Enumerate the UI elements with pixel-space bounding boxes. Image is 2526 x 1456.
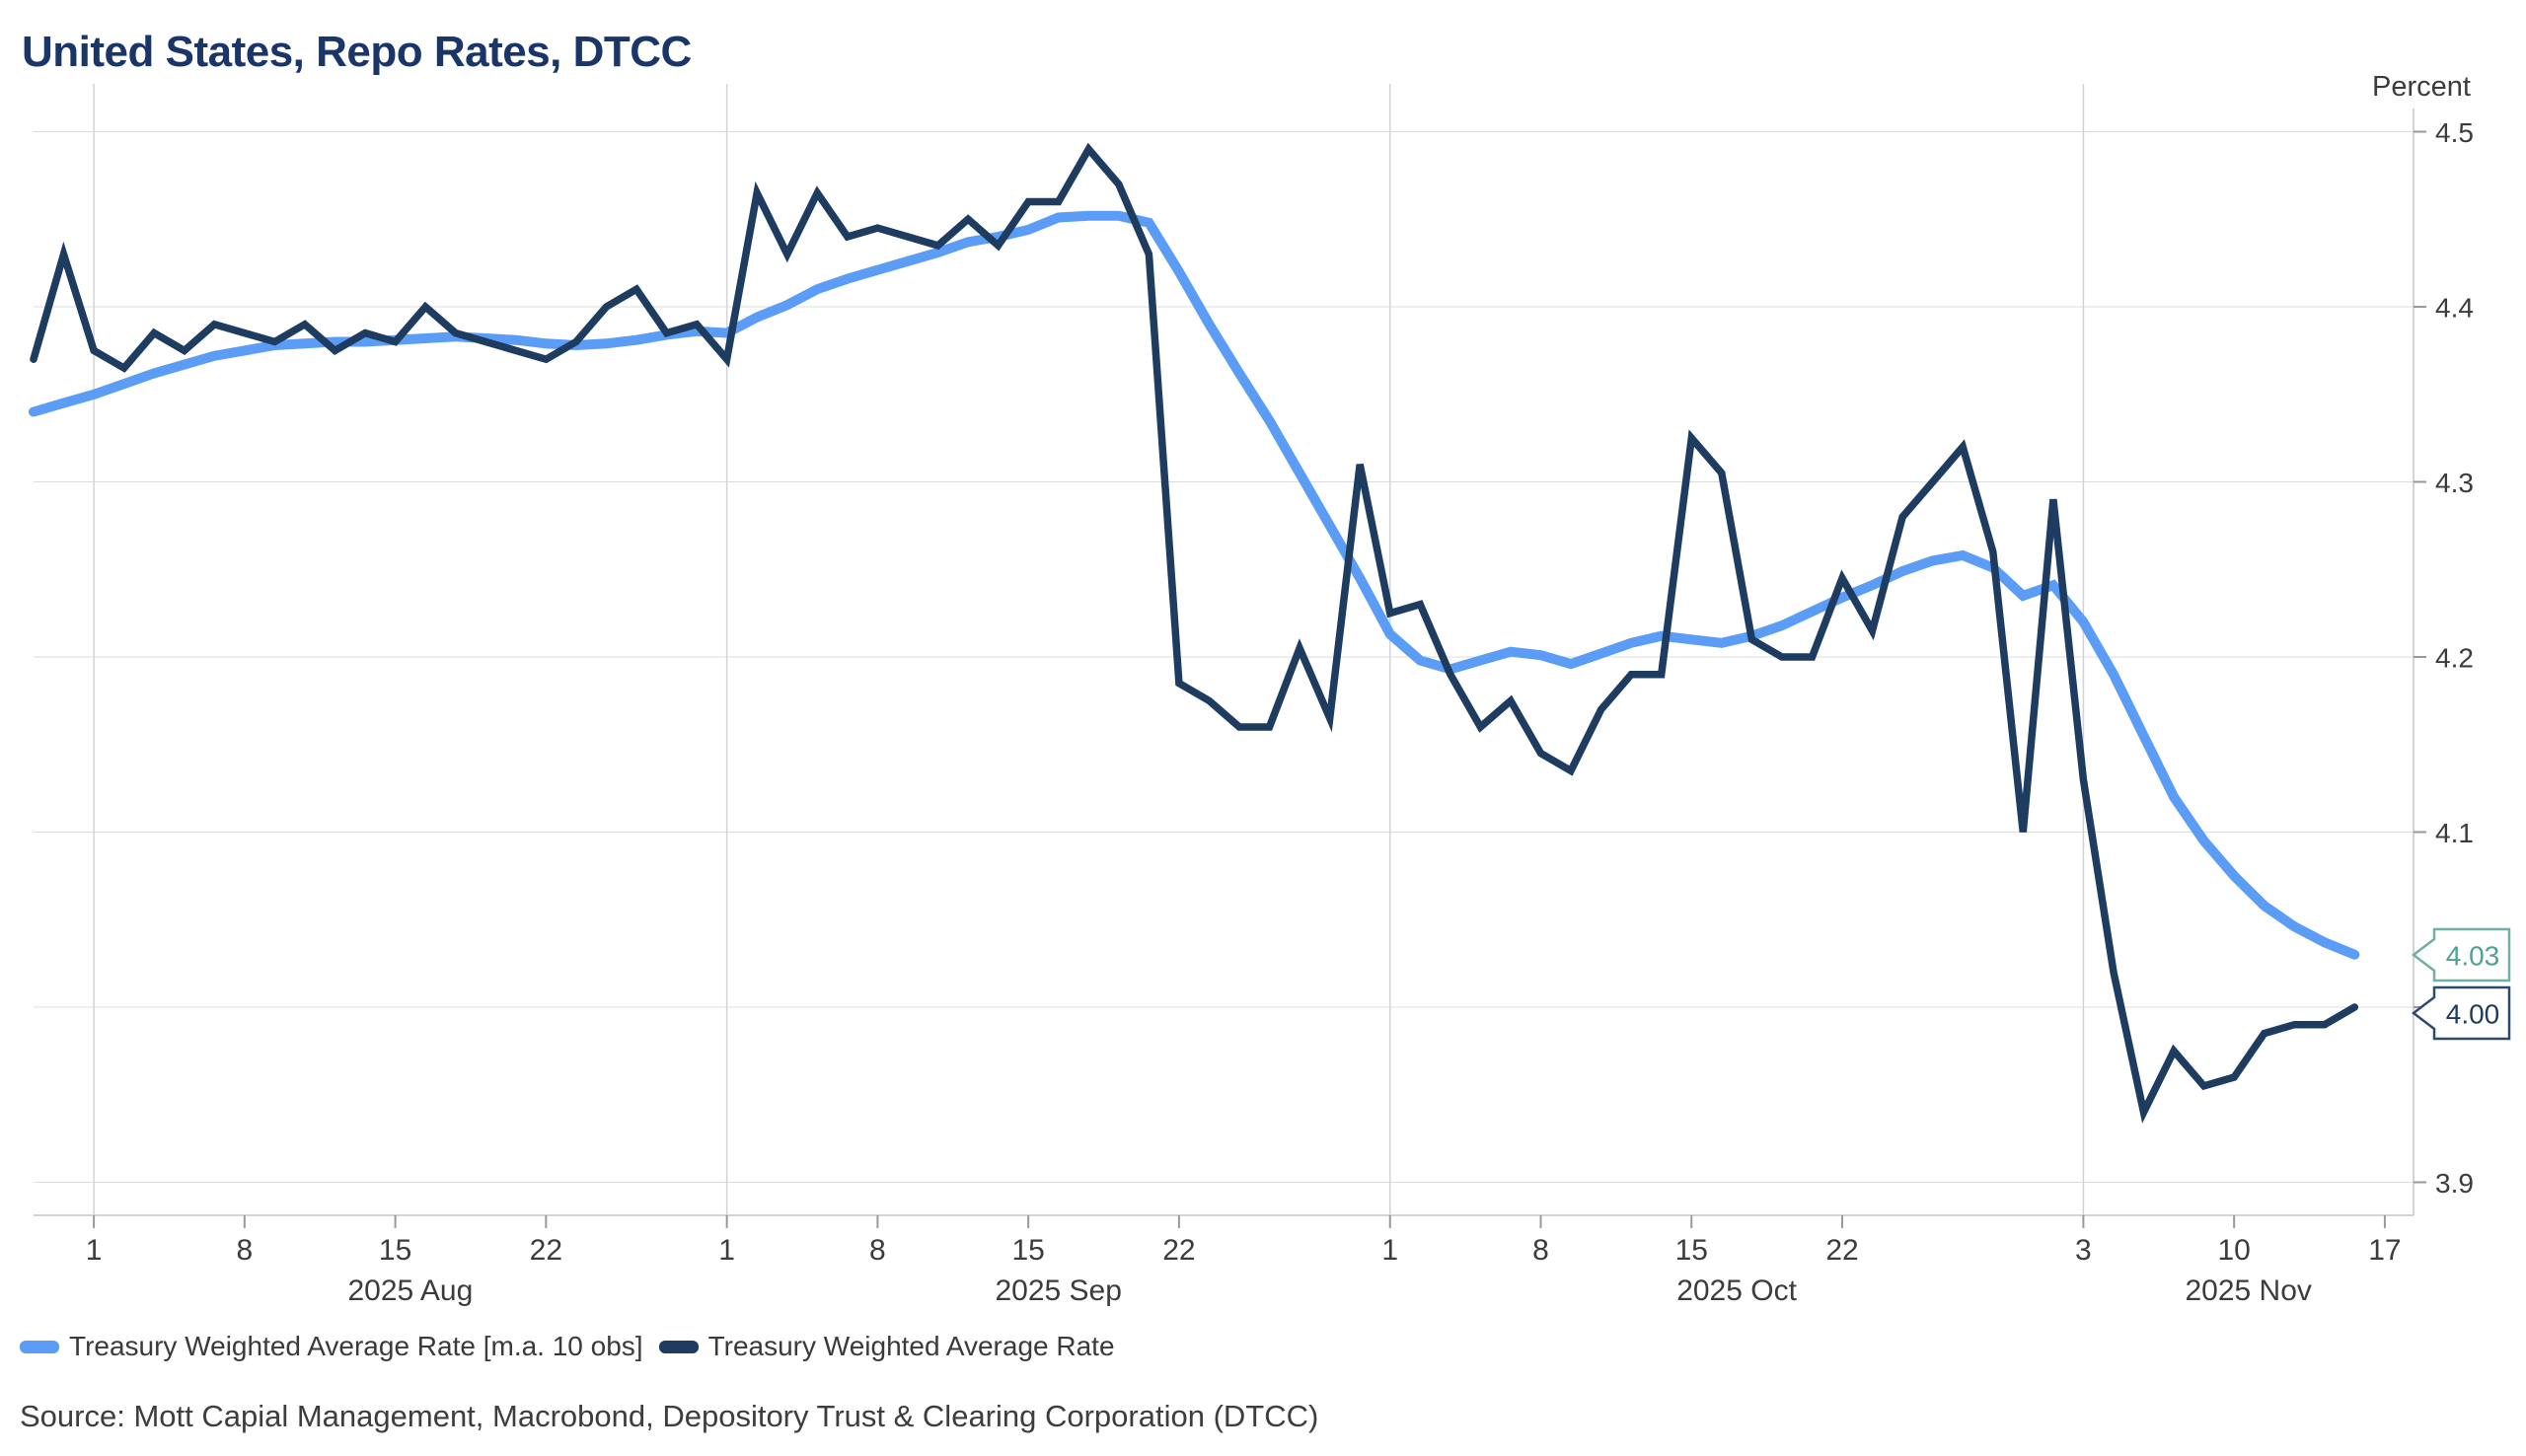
x-tick-label: 8 xyxy=(1532,1234,1549,1267)
unit-label: Percent xyxy=(2372,71,2471,103)
end-value-callout-rate xyxy=(2411,985,2511,1041)
legend-label-rate: Treasury Weighted Average Rate xyxy=(707,1331,1115,1361)
x-tick-label: 1 xyxy=(718,1234,735,1267)
x-tick-label: 10 xyxy=(2217,1234,2250,1267)
y-tick-label: 4.1 xyxy=(2435,818,2474,848)
month-label: 2025 Sep xyxy=(995,1274,1121,1307)
y-tick-label: 3.9 xyxy=(2435,1168,2474,1199)
x-tick-label: 22 xyxy=(1162,1234,1195,1267)
legend-item-ma: Treasury Weighted Average Rate [m.a. 10 … xyxy=(20,1331,643,1362)
chart-title: United States, Repo Rates, DTCC xyxy=(22,28,692,76)
y-tick-label: 4.3 xyxy=(2435,468,2474,498)
x-tick-label: 15 xyxy=(379,1234,411,1267)
source-note: Source: Mott Capial Management, Macrobon… xyxy=(20,1399,1319,1433)
repo-rates-chart: 4.54.44.34.24.14.03.91815221815221815223… xyxy=(29,84,2511,1307)
end-value-callout-ma xyxy=(2411,927,2511,983)
series-line-treasury-ma xyxy=(29,210,2360,960)
legend-item-rate: Treasury Weighted Average Rate xyxy=(658,1331,1115,1362)
x-tick-label: 15 xyxy=(1675,1234,1708,1267)
x-tick-label: 17 xyxy=(2368,1234,2401,1267)
legend-label-ma: Treasury Weighted Average Rate [m.a. 10 … xyxy=(69,1331,643,1361)
x-tick-label: 22 xyxy=(530,1234,562,1267)
x-tick-label: 15 xyxy=(1011,1234,1044,1267)
legend-swatch-rate-icon xyxy=(658,1340,699,1353)
series-line-treasury-rate xyxy=(30,142,2359,1124)
month-label: 2025 Nov xyxy=(2185,1274,2311,1307)
x-tick-label: 22 xyxy=(1825,1234,1858,1267)
x-tick-label: 1 xyxy=(86,1234,103,1267)
y-tick-label: 4.5 xyxy=(2435,117,2474,148)
legend-swatch-ma-icon xyxy=(20,1340,59,1353)
y-tick-label: 4.2 xyxy=(2435,643,2474,674)
x-tick-label: 8 xyxy=(237,1234,254,1267)
month-label: 2025 Oct xyxy=(1676,1274,1797,1307)
month-label: 2025 Aug xyxy=(347,1274,473,1307)
callout-value-label: 4.03 xyxy=(2446,941,2500,972)
legend: Treasury Weighted Average Rate [m.a. 10 … xyxy=(20,1331,1115,1362)
y-tick-label: 4.4 xyxy=(2435,293,2474,324)
x-tick-label: 1 xyxy=(1381,1234,1398,1267)
x-tick-label: 3 xyxy=(2075,1234,2092,1267)
callout-value-label: 4.00 xyxy=(2446,999,2500,1030)
x-tick-label: 8 xyxy=(869,1234,886,1267)
